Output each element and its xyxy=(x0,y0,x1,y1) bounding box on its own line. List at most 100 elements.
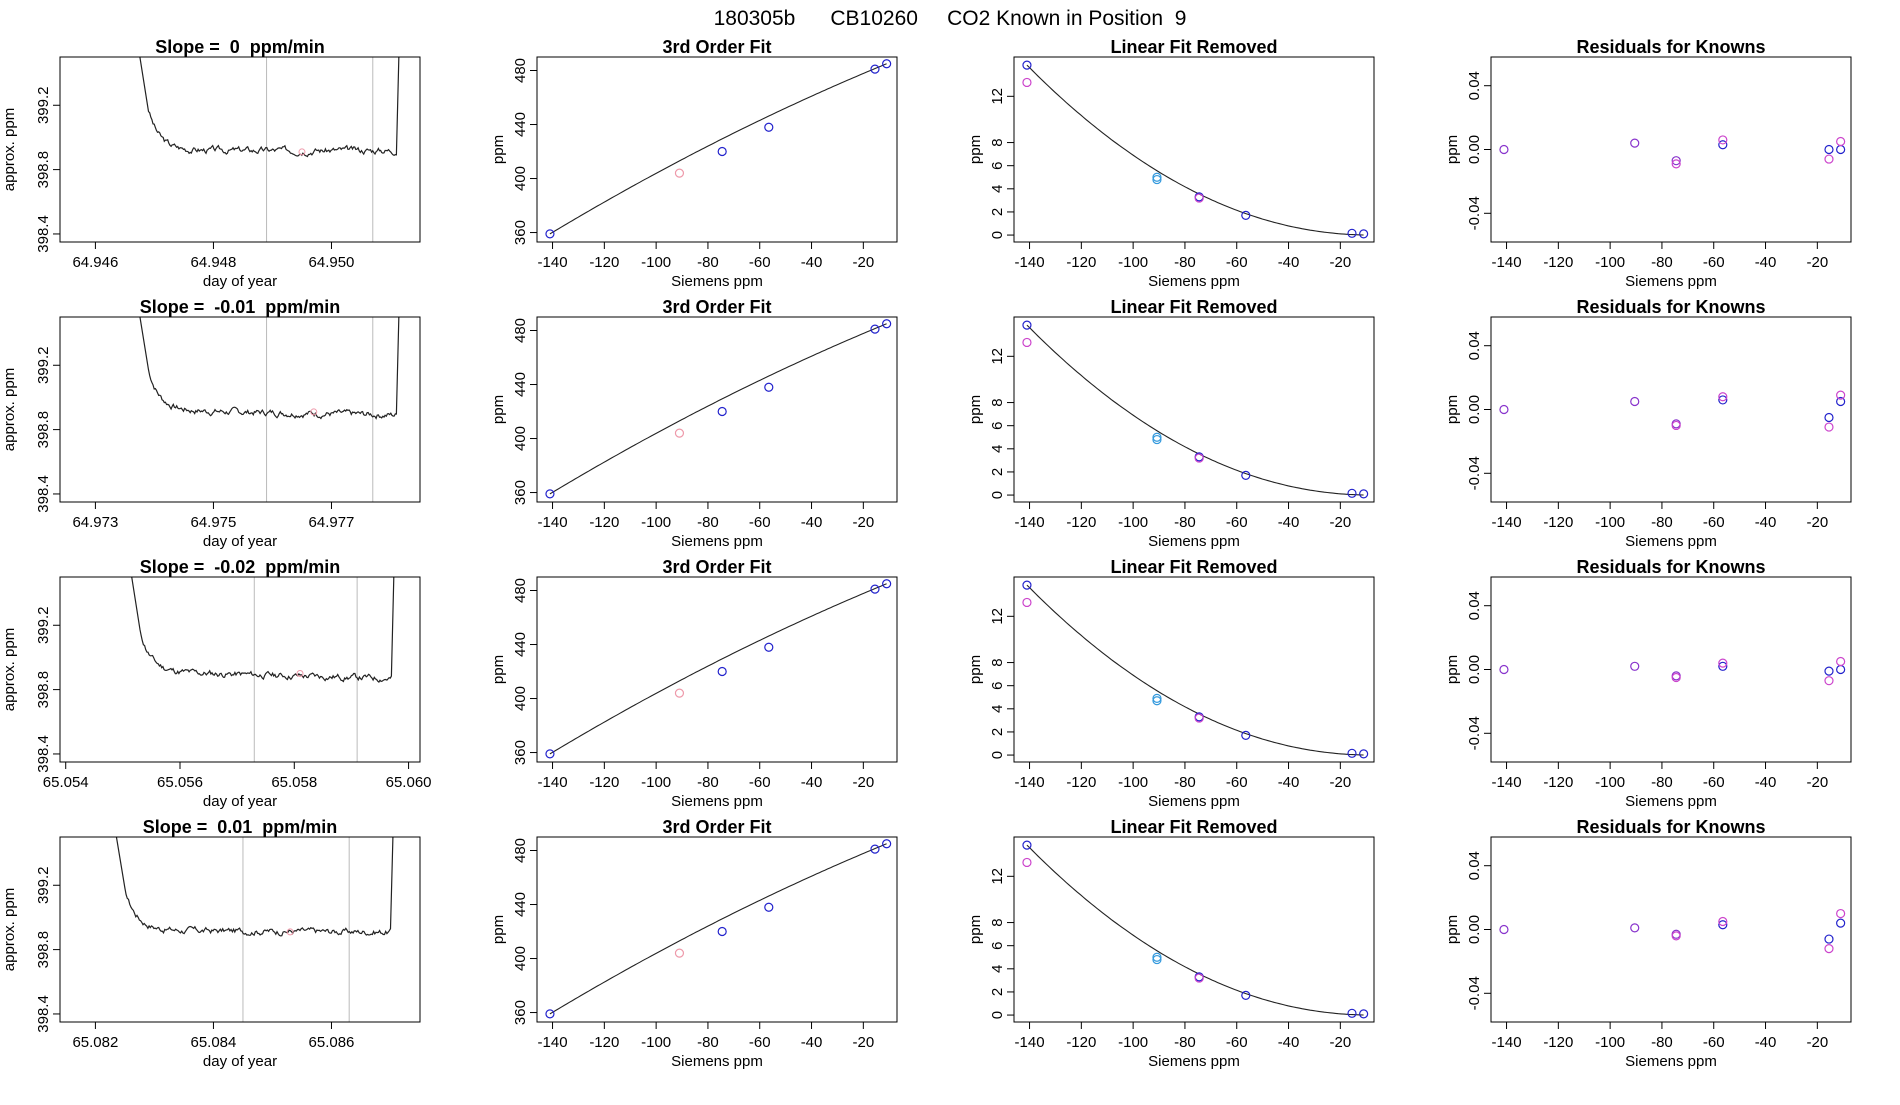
plot-area xyxy=(1499,908,1846,954)
data-point xyxy=(717,926,727,937)
data-point xyxy=(1022,77,1032,88)
data-point xyxy=(674,688,685,698)
data-point xyxy=(1347,748,1357,758)
y-tick-label: 360 xyxy=(512,480,529,505)
x-tick-label: 64.973 xyxy=(72,514,118,531)
plot-area xyxy=(545,579,892,759)
x-tick-label: -80 xyxy=(1651,1034,1673,1051)
plot-area xyxy=(1022,580,1369,759)
x-tick-label: -20 xyxy=(852,1034,874,1051)
data-point xyxy=(1022,840,1032,850)
fit-curve xyxy=(1026,584,1364,756)
x-tick-label: -140 xyxy=(538,1034,568,1051)
panel-r4c3: Linear Fit Removed Siemens ppm ppm -140 -120… xyxy=(967,817,1375,1070)
x-tick-label: -80 xyxy=(1174,774,1196,791)
data-point xyxy=(1718,392,1728,402)
y-tick-label: 398.4 xyxy=(35,995,52,1033)
y-axis-label: ppm xyxy=(1444,135,1461,164)
data-point xyxy=(545,749,555,759)
data-point xyxy=(1152,954,1162,965)
x-tick-label: -120 xyxy=(1543,254,1573,271)
x-tick-label: -80 xyxy=(1651,514,1673,531)
y-axis-label: ppm xyxy=(1444,395,1461,424)
data-point xyxy=(1836,918,1846,928)
x-tick-label: -80 xyxy=(1174,1034,1196,1051)
x-tick-label: -80 xyxy=(1174,254,1196,271)
y-tick-label: 0.04 xyxy=(1466,591,1483,620)
x-axis-label: day of year xyxy=(203,793,277,810)
plot-frame xyxy=(536,316,898,503)
data-point xyxy=(1499,404,1509,415)
x-tick-label: -40 xyxy=(1755,774,1777,791)
data-point xyxy=(545,229,555,239)
x-axis-label: Siemens ppm xyxy=(671,793,763,810)
data-point xyxy=(1718,135,1728,145)
x-tick-label: 64.975 xyxy=(190,514,236,531)
panel-title: Linear Fit Removed xyxy=(1110,557,1277,577)
plot-frame xyxy=(59,836,421,1023)
plot-area xyxy=(545,319,892,499)
x-tick-label: -20 xyxy=(1806,774,1828,791)
mean-marker xyxy=(296,670,304,678)
data-point xyxy=(1836,396,1846,407)
x-tick-label: 64.948 xyxy=(190,254,236,271)
y-tick-label: 360 xyxy=(512,220,529,245)
data-point xyxy=(1359,489,1369,499)
data-point xyxy=(1671,672,1681,683)
x-tick-label: -20 xyxy=(1329,254,1351,271)
x-tick-label: -100 xyxy=(641,254,671,271)
data-point xyxy=(545,1009,555,1019)
data-point xyxy=(1718,658,1728,668)
ppm-trace xyxy=(131,577,395,684)
data-point xyxy=(1241,210,1251,221)
data-point xyxy=(1824,934,1834,944)
x-axis-label: Siemens ppm xyxy=(671,273,763,290)
y-tick-label: 440 xyxy=(512,372,529,397)
x-tick-label: -40 xyxy=(801,514,823,531)
x-tick-label: -20 xyxy=(852,254,874,271)
data-point xyxy=(764,122,774,132)
x-tick-label: 65.086 xyxy=(309,1034,355,1051)
y-tick-label: 399.2 xyxy=(35,86,52,124)
data-point xyxy=(1836,390,1846,400)
x-tick-label: -120 xyxy=(1543,774,1573,791)
fit-curve xyxy=(1026,64,1364,236)
panel-title: Linear Fit Removed xyxy=(1110,37,1277,57)
x-tick-label: -80 xyxy=(697,774,719,791)
x-tick-label: 64.977 xyxy=(309,514,355,531)
x-tick-label: -40 xyxy=(1278,774,1300,791)
x-tick-label: -40 xyxy=(1278,1034,1300,1051)
panel-title: 3rd Order Fit xyxy=(662,817,771,837)
data-point xyxy=(1194,453,1204,463)
y-tick-label: 480 xyxy=(512,578,529,603)
x-tick-label: -60 xyxy=(749,514,771,531)
y-tick-label: 360 xyxy=(512,740,529,765)
data-point xyxy=(1671,931,1681,941)
x-axis-label: Siemens ppm xyxy=(1148,533,1240,550)
y-axis-label: ppm xyxy=(967,915,984,944)
plot-frame xyxy=(1013,576,1375,763)
x-tick-label: -20 xyxy=(1806,1034,1828,1051)
panel-r2c1: Slope = -0.01 ppm/min day of year approx. … xyxy=(1,297,421,550)
data-point xyxy=(1630,661,1640,671)
panel-r4c1: Slope = 0.01 ppm/min day of year approx. p… xyxy=(1,817,421,1070)
x-tick-label: -40 xyxy=(1278,514,1300,531)
panel-title: Slope = 0.01 ppm/min xyxy=(143,817,338,837)
y-tick-label: -0.04 xyxy=(1466,976,1483,1010)
y-tick-label: -0.04 xyxy=(1466,716,1483,750)
data-point xyxy=(1347,1008,1357,1018)
data-point xyxy=(1824,422,1834,432)
ppm-trace xyxy=(115,837,394,937)
y-tick-label: -0.04 xyxy=(1466,456,1483,490)
data-point xyxy=(1022,580,1032,590)
data-point xyxy=(882,59,892,69)
x-tick-label: -20 xyxy=(852,774,874,791)
data-point xyxy=(717,666,727,677)
data-point xyxy=(1241,730,1251,741)
data-point xyxy=(1718,661,1728,671)
data-point xyxy=(764,902,774,912)
x-axis-label: Siemens ppm xyxy=(1148,273,1240,290)
plot-frame xyxy=(1490,56,1852,243)
data-point xyxy=(882,579,892,589)
x-tick-label: -140 xyxy=(1015,254,1045,271)
